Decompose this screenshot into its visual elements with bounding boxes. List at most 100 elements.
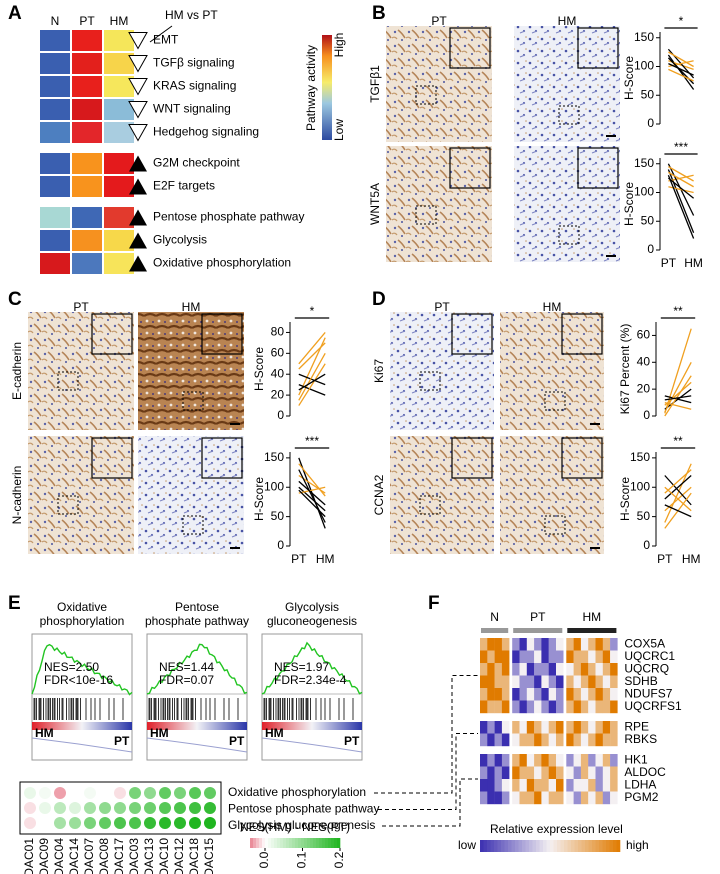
expr-cell (534, 733, 542, 747)
heat-cell (104, 207, 134, 228)
expr-cell (526, 733, 535, 747)
pair-line (298, 486, 326, 512)
pathway-label: KRAS signaling (153, 79, 236, 93)
expr-cell (573, 663, 582, 676)
expr-cell (519, 721, 527, 734)
connector (378, 733, 478, 810)
expr-cell (573, 791, 582, 805)
legend-low: low (458, 838, 476, 852)
zoom-box (419, 495, 441, 515)
expr-cell (519, 650, 527, 664)
expr-cell (573, 721, 582, 734)
column-header: HM (182, 300, 201, 314)
column-header: HM (558, 14, 577, 28)
expr-cell (480, 766, 488, 780)
nes-label: NES=1.44 (159, 660, 214, 674)
colorbar-step (250, 838, 254, 848)
expr-cell (588, 663, 596, 676)
expr-cell (487, 688, 495, 701)
expr-cell (588, 638, 596, 651)
y-tick-label: 150 (630, 450, 650, 464)
dot (174, 787, 186, 799)
comparison-label: HM vs PT (165, 8, 218, 22)
dot (114, 787, 126, 799)
gene-label: UQCRC1 (624, 649, 675, 663)
expr-cell (526, 650, 535, 664)
column-header: PT (79, 14, 95, 28)
legend-step (574, 840, 579, 852)
legend-step (613, 840, 617, 852)
legend-step (564, 840, 568, 852)
expr-cell (512, 650, 520, 664)
expr-cell (566, 663, 574, 676)
dot (144, 802, 156, 814)
expr-cell (494, 779, 503, 792)
heat-cell (40, 122, 70, 143)
right-label: PT (344, 734, 360, 748)
expr-cell (573, 779, 582, 792)
colorbar-step (325, 838, 329, 848)
expr-cell (512, 675, 520, 689)
group-label: HM (583, 610, 602, 624)
gene-label: PGM2 (624, 790, 658, 804)
dot (114, 817, 126, 829)
legend-step (536, 840, 540, 852)
expr-cell (541, 721, 549, 734)
legend-step (602, 840, 607, 852)
expr-cell (602, 733, 611, 747)
expr-cell (501, 663, 510, 676)
dot (204, 787, 216, 799)
dot (159, 802, 171, 814)
significance: *** (305, 434, 319, 448)
sample-label: RJPDAC17 (112, 838, 126, 874)
column-header: PT (434, 300, 450, 314)
expr-cell (602, 791, 611, 805)
colorbar-step (271, 838, 275, 848)
x-tick-label: PT (291, 552, 307, 566)
colorbar-step (313, 838, 317, 848)
expr-cell (602, 779, 611, 792)
expr-cell (595, 700, 603, 714)
inset (449, 147, 491, 189)
expr-cell (494, 791, 503, 805)
zoom-box (419, 371, 441, 391)
legend-step (539, 840, 544, 852)
expr-cell (519, 754, 527, 767)
legend-step (532, 840, 537, 852)
expr-cell (588, 754, 596, 767)
expr-cell (512, 733, 520, 747)
up-triangle (129, 232, 147, 249)
zoom-box (182, 391, 204, 411)
pair-line (668, 63, 694, 76)
colorbar-step (262, 838, 266, 848)
dot (189, 802, 201, 814)
pathway-label: Pentose phosphate pathway (153, 210, 304, 224)
stain-label: Ki67 (372, 359, 386, 383)
expr-cell (588, 779, 596, 792)
left-label: HM (265, 726, 284, 740)
nes-label: NES=2.50 (44, 660, 99, 674)
expr-cell (548, 675, 557, 689)
expr-cell (588, 650, 596, 664)
dot-frame (19, 781, 222, 835)
dot (24, 817, 36, 829)
expr-cell (501, 754, 510, 767)
pathway-label: WNT signaling (153, 102, 231, 116)
heat-cell (72, 253, 102, 274)
expr-cell (566, 721, 574, 734)
colorbar-step (265, 838, 269, 848)
gsea-frame (31, 633, 133, 761)
sample-label: RJPDAC03 (127, 838, 141, 874)
expr-cell (526, 766, 535, 780)
expr-cell (494, 688, 503, 701)
legend-high: High (332, 33, 346, 58)
panel-letter: F (428, 593, 440, 614)
expr-cell (487, 675, 495, 689)
gsea-frame (146, 633, 248, 761)
colorbar-step (277, 838, 281, 848)
colorbar-step (286, 838, 290, 848)
gene-label: ALDOC (624, 765, 666, 779)
expr-cell (580, 663, 589, 676)
pair-line (664, 395, 692, 401)
expr-cell (595, 721, 603, 734)
